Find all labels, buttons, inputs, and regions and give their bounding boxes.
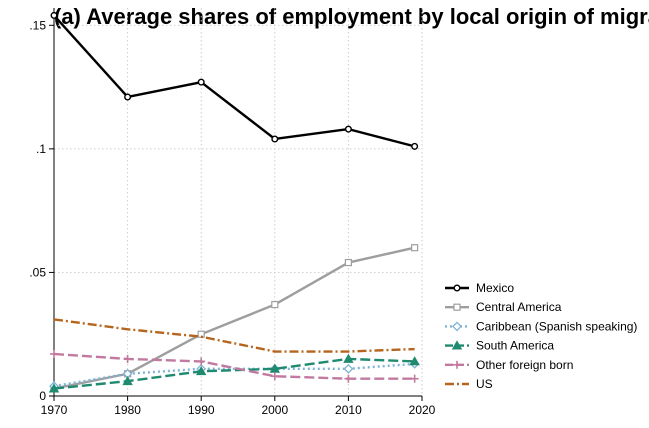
data-point <box>50 349 58 358</box>
data-point <box>344 374 353 383</box>
y-tick-label: .15 <box>29 18 46 32</box>
legend-swatch-marker <box>451 340 463 350</box>
legend-label: Other foreign born <box>476 358 573 372</box>
series-line-mexico <box>53 14 415 148</box>
chart-title: (a) Average shares of employment by loca… <box>54 4 649 29</box>
series-caribbean-spanish-speaking <box>49 358 420 392</box>
data-point <box>197 357 206 366</box>
legend-item-mexico: Mexico <box>445 281 514 295</box>
data-point <box>343 353 354 363</box>
legend-label: Central America <box>476 300 562 314</box>
data-point <box>410 374 419 383</box>
data-point <box>122 375 133 386</box>
x-tick-label: 1970 <box>41 403 68 417</box>
legend-item-south-america: South America <box>445 339 554 353</box>
data-point <box>271 135 279 143</box>
x-tick-label: 1990 <box>188 403 215 417</box>
data-point <box>344 258 352 267</box>
data-point <box>197 78 205 86</box>
x-tick-label: 2000 <box>261 403 288 417</box>
legend-swatch-marker <box>452 321 462 332</box>
series-mexico <box>50 11 419 150</box>
data-point <box>196 365 207 376</box>
series-other-foreign-born <box>50 349 419 383</box>
legend-label: Mexico <box>476 281 514 295</box>
legend-label: South America <box>476 339 554 353</box>
legend-swatch-marker <box>453 284 461 292</box>
series-line-south-america <box>53 357 415 390</box>
data-point <box>270 372 279 381</box>
series-line-caribbean-spanish-speaking <box>53 362 415 388</box>
legend-item-central-america: Central America <box>445 300 562 314</box>
x-tick-label: 2010 <box>335 403 362 417</box>
data-point <box>271 300 279 309</box>
legend-label: US <box>476 377 493 391</box>
data-point <box>411 244 419 252</box>
series-line-us <box>53 318 415 353</box>
series-line-central-america <box>53 246 415 390</box>
y-tick-label: .1 <box>36 142 46 156</box>
data-point <box>409 356 420 366</box>
data-point <box>123 354 132 363</box>
data-point <box>411 142 419 150</box>
legend-swatch-marker <box>453 360 461 369</box>
y-tick-label: .05 <box>29 265 46 279</box>
series-south-america <box>48 353 420 393</box>
x-tick-label: 1980 <box>114 403 141 417</box>
data-point <box>124 93 132 101</box>
data-point <box>343 363 354 374</box>
legend-label: Caribbean (Spanish speaking) <box>476 319 637 333</box>
legend-item-other-foreign-born: Other foreign born <box>445 358 573 372</box>
y-tick-label: 0 <box>39 389 46 403</box>
series-line-other-foreign-born <box>53 352 415 380</box>
data-point <box>344 125 352 133</box>
series-us <box>53 318 415 353</box>
legend-swatch-marker <box>453 303 461 311</box>
x-tick-label: 2020 <box>409 403 436 417</box>
legend-item-caribbean-spanish-speaking: Caribbean (Spanish speaking) <box>445 319 637 333</box>
data-point <box>50 11 58 19</box>
legend-item-us: US <box>445 377 493 391</box>
data-point <box>48 383 60 393</box>
